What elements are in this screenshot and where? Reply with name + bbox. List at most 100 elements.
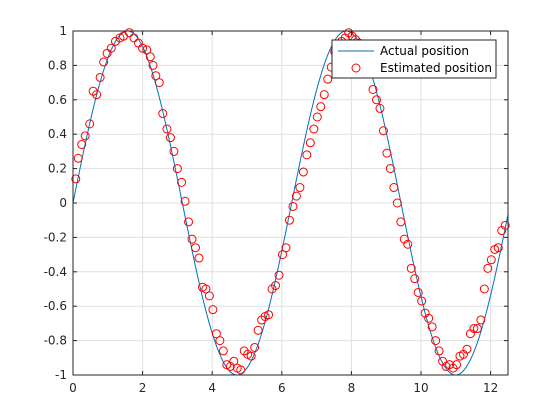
data-point-estimated-position	[71, 174, 81, 184]
data-point-estimated-position	[382, 148, 392, 158]
data-point-estimated-position	[172, 164, 182, 174]
y-tick-label: -0.4	[44, 265, 67, 279]
data-point-estimated-position	[434, 346, 444, 356]
x-tick-label: 10	[413, 381, 428, 395]
x-tick-label: 8	[348, 381, 356, 395]
data-point-estimated-position	[298, 167, 308, 177]
data-point-estimated-position	[274, 270, 284, 280]
data-point-estimated-position	[288, 201, 298, 211]
data-point-estimated-position	[145, 52, 155, 62]
data-point-estimated-position	[169, 146, 179, 156]
data-point-estimated-position	[368, 84, 378, 94]
x-tick-label: 0	[69, 381, 77, 395]
y-tick-label: -1	[55, 368, 67, 382]
data-point-estimated-position	[99, 57, 109, 67]
data-point-estimated-position	[424, 313, 434, 323]
data-point-estimated-position	[106, 43, 116, 53]
data-point-estimated-position	[479, 284, 489, 294]
data-point-estimated-position	[472, 324, 482, 334]
y-tick-label: 0	[59, 196, 67, 210]
data-point-estimated-position	[165, 133, 175, 143]
data-point-estimated-position	[281, 243, 291, 253]
line-layer	[72, 30, 509, 376]
x-tick-label: 12	[483, 381, 498, 395]
data-point-estimated-position	[148, 60, 158, 70]
data-point-estimated-position	[323, 74, 333, 84]
data-point-estimated-position	[95, 72, 105, 82]
data-point-estimated-position	[187, 234, 197, 244]
y-tick-label: 0.6	[48, 93, 67, 107]
data-point-estimated-position	[295, 183, 305, 193]
series-line-actual-position	[72, 30, 509, 376]
data-point-estimated-position	[385, 164, 395, 174]
data-point-estimated-position	[201, 284, 211, 294]
data-point-estimated-position	[486, 255, 496, 265]
data-point-estimated-position	[392, 198, 402, 208]
data-point-estimated-position	[138, 43, 148, 53]
data-point-estimated-position	[413, 287, 423, 297]
data-point-estimated-position	[142, 45, 152, 55]
legend-label-actual-position: Actual position	[380, 44, 469, 58]
data-point-estimated-position	[305, 138, 315, 148]
data-point-estimated-position	[271, 281, 281, 291]
data-point-estimated-position	[180, 196, 190, 206]
data-point-estimated-position	[73, 153, 83, 163]
data-point-estimated-position	[218, 346, 228, 356]
data-point-estimated-position	[211, 329, 221, 339]
data-point-estimated-position	[85, 119, 95, 129]
data-point-estimated-position	[129, 33, 139, 43]
y-tick-label: 1	[59, 24, 67, 38]
y-tick-label: -0.2	[44, 230, 67, 244]
x-tick-label: 2	[139, 381, 147, 395]
data-point-estimated-position	[319, 90, 329, 100]
data-point-estimated-position	[284, 215, 294, 225]
data-point-estimated-position	[309, 124, 319, 134]
data-point-estimated-position	[215, 336, 225, 346]
data-point-estimated-position	[389, 183, 399, 193]
data-point-estimated-position	[431, 336, 441, 346]
legend: Actual position Estimated position	[331, 39, 497, 79]
y-tick-label: -0.8	[44, 334, 67, 348]
data-point-estimated-position	[158, 109, 168, 119]
data-point-estimated-position	[493, 243, 503, 253]
y-tick-label: 0.8	[48, 58, 67, 72]
data-point-estimated-position	[184, 217, 194, 227]
axes-layer: 0 2 4 6 8 10 12 -1 -0.8 -0.6 -0.4 -0.2 0 0.2 0.4 0.6 0.8…	[44, 24, 509, 395]
data-point-estimated-position	[302, 150, 312, 160]
data-point-estimated-position	[500, 220, 510, 230]
data-point-estimated-position	[110, 36, 120, 46]
data-point-estimated-position	[316, 102, 326, 112]
data-point-estimated-position	[278, 250, 287, 260]
y-tick-label: 0.4	[48, 127, 67, 141]
data-point-estimated-position	[312, 112, 322, 122]
data-point-estimated-position	[476, 315, 486, 325]
data-point-estimated-position	[92, 90, 102, 100]
legend-label-estimated-position: Estimated position	[380, 61, 492, 75]
data-point-estimated-position	[154, 78, 164, 88]
data-point-estimated-position	[177, 177, 187, 187]
data-point-estimated-position	[124, 28, 134, 38]
data-point-estimated-position	[469, 324, 479, 334]
data-point-estimated-position	[396, 217, 406, 227]
data-point-estimated-position	[236, 365, 246, 375]
data-point-estimated-position	[375, 103, 385, 113]
data-point-estimated-position	[191, 243, 200, 253]
data-point-estimated-position	[194, 253, 204, 263]
x-tick-label: 4	[208, 381, 216, 395]
data-point-estimated-position	[403, 239, 413, 249]
y-tick-label: -0.6	[44, 299, 67, 313]
legend-box	[331, 39, 497, 79]
data-point-estimated-position	[371, 95, 381, 105]
y-tick-label: 0.2	[48, 162, 67, 176]
data-point-estimated-position	[452, 360, 461, 370]
data-point-estimated-position	[253, 325, 263, 335]
data-point-estimated-position	[483, 263, 493, 273]
data-point-estimated-position	[229, 356, 239, 366]
data-point-estimated-position	[406, 263, 416, 273]
data-point-estimated-position	[417, 296, 427, 306]
x-tick-label: 6	[278, 381, 286, 395]
data-point-estimated-position	[208, 305, 218, 315]
data-point-estimated-position	[264, 310, 274, 320]
data-point-estimated-position	[291, 191, 301, 201]
